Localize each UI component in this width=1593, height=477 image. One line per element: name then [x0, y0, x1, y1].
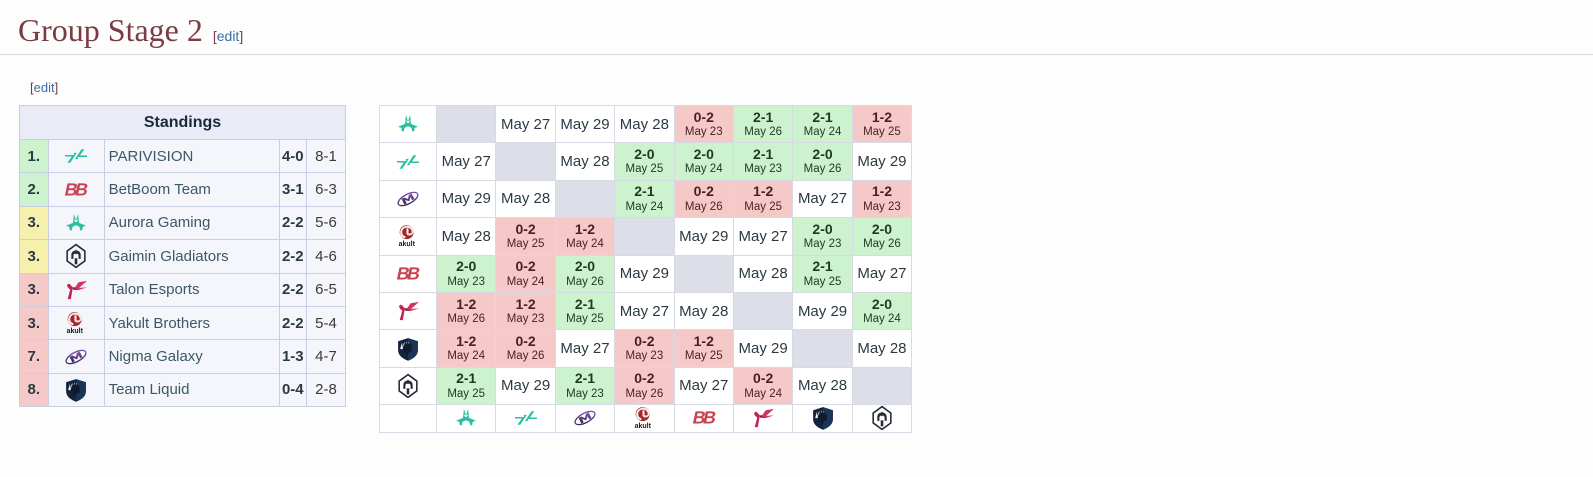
svg-text:akult: akult	[635, 423, 652, 430]
svg-text:akult: akult	[399, 241, 416, 248]
svg-text:BB: BB	[691, 408, 717, 428]
svg-text:akult: akult	[67, 328, 84, 335]
svg-text:BB: BB	[395, 264, 421, 284]
svg-text:BB: BB	[63, 179, 89, 199]
